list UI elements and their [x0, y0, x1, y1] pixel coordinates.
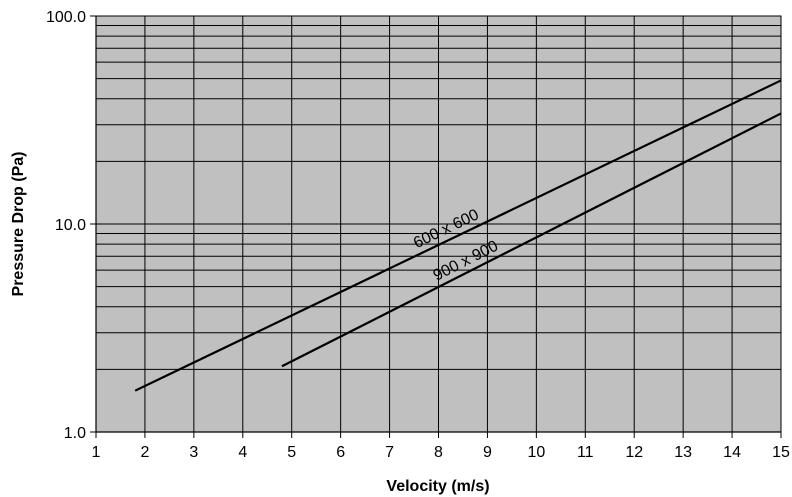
- x-tick-label: 8: [434, 444, 443, 461]
- series-line: [134, 79, 782, 392]
- y-tick-label: 1.0: [64, 425, 86, 442]
- x-tick-label: 5: [287, 444, 296, 461]
- series-line: [281, 112, 782, 368]
- y-axis-title: Pressure Drop (Pa): [10, 152, 27, 297]
- x-tick-label: 14: [723, 444, 741, 461]
- x-tick-label: 4: [238, 444, 247, 461]
- axes: [90, 15, 782, 438]
- x-axis-title: Velocity (m/s): [386, 478, 489, 495]
- x-tick-label: 9: [483, 444, 492, 461]
- x-tick-label: 13: [674, 444, 692, 461]
- y-tick-label: 10.0: [55, 217, 86, 234]
- x-tick-label: 6: [336, 444, 345, 461]
- x-tick-label: 7: [385, 444, 394, 461]
- y-tick-label: 100.0: [46, 9, 86, 26]
- x-tick-label: 3: [189, 444, 198, 461]
- x-tick-label: 11: [577, 444, 594, 461]
- x-tick-label: 1: [92, 444, 101, 461]
- x-tick-label: 12: [625, 444, 643, 461]
- x-tick-label: 10: [527, 444, 545, 461]
- x-tick-label: 15: [772, 444, 790, 461]
- x-tick-label: 2: [140, 444, 149, 461]
